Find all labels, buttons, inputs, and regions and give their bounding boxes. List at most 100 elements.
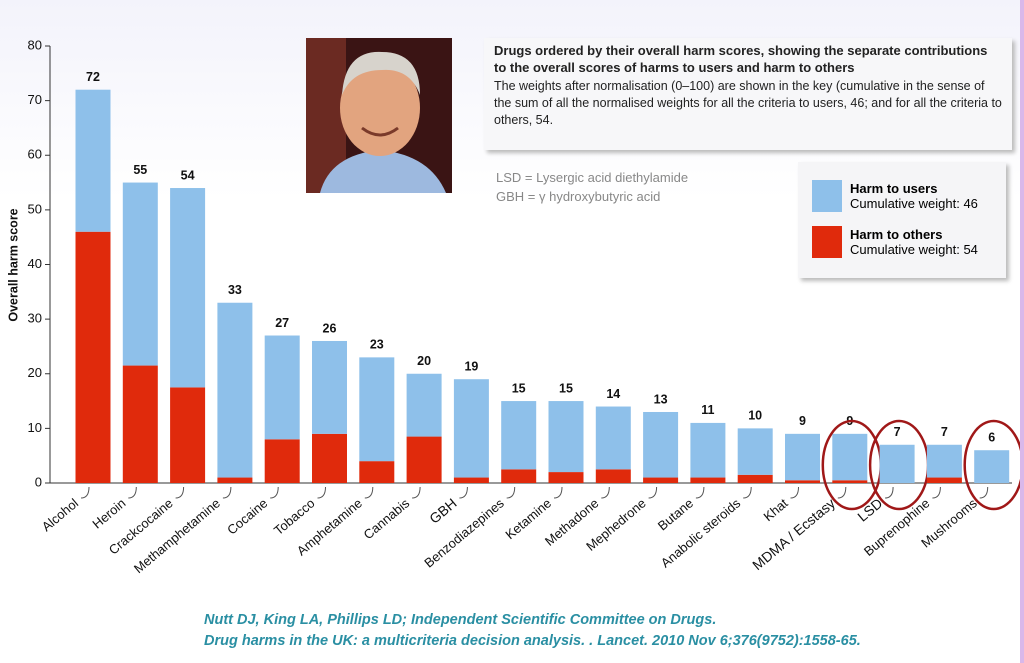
info-box: Drugs ordered by their overall harm scor…	[484, 38, 1012, 150]
y-tick-label: 70	[28, 92, 42, 107]
label-leader	[317, 486, 326, 499]
value-label: 15	[512, 381, 526, 395]
x-tick-label: Alcohol	[39, 495, 81, 534]
bar-segment	[359, 461, 395, 483]
label-leader	[553, 486, 563, 499]
value-label: 20	[417, 354, 431, 368]
legend-note: Cumulative weight: 54	[850, 242, 978, 257]
value-label: 26	[323, 321, 337, 335]
legend-swatch	[812, 180, 842, 212]
bar-segment	[926, 477, 962, 483]
label-leader	[837, 486, 847, 499]
citation-line: Nutt DJ, King LA, Phillips LD; Independe…	[204, 612, 717, 628]
bar-segment	[122, 182, 158, 366]
bar-segment	[75, 89, 111, 232]
bar-segment	[926, 444, 962, 478]
bar-segment	[595, 406, 631, 470]
bar-segment	[122, 365, 158, 483]
value-label: 23	[370, 338, 384, 352]
label-leader	[412, 486, 421, 499]
y-tick-label: 60	[28, 147, 42, 162]
legend-label: Harm to others	[850, 227, 943, 242]
citation-line: Drug harms in the UK: a multicriteria de…	[204, 633, 861, 649]
label-leader	[695, 486, 705, 499]
bar-segment	[217, 477, 253, 483]
value-label: 13	[654, 392, 668, 406]
bar-segment	[690, 422, 726, 478]
value-label: 72	[86, 70, 100, 84]
value-label: 10	[748, 409, 762, 423]
label-leader	[128, 486, 137, 499]
y-tick-label: 30	[28, 311, 42, 326]
label-leader	[80, 486, 90, 499]
bar-segment	[217, 302, 253, 478]
bar-segment	[501, 401, 537, 470]
x-tick-label: Khat	[761, 495, 791, 524]
label-leader	[222, 486, 232, 499]
bar-segment	[832, 480, 868, 483]
bar-segment	[548, 472, 584, 483]
label-leader	[270, 486, 279, 499]
y-tick-label: 80	[28, 37, 42, 52]
bar-segment	[974, 450, 1010, 483]
bar-segment	[643, 411, 679, 478]
edge	[1020, 0, 1024, 663]
value-label: 9	[799, 414, 806, 428]
value-label: 11	[701, 403, 714, 417]
label-leader	[601, 486, 610, 499]
value-label: 15	[559, 381, 573, 395]
bar-segment	[785, 480, 820, 483]
x-tick-label: MDMA / Ecstasy	[749, 495, 838, 573]
bar-segment	[879, 444, 915, 483]
bar-segment	[548, 401, 584, 473]
label-leader	[979, 486, 989, 499]
value-label: 6	[988, 431, 995, 445]
label-leader	[885, 486, 894, 499]
note: GBH = γ hydroxybutyric acid	[496, 189, 661, 204]
x-tick-label: Methamphetamine	[131, 495, 223, 576]
bar-segment	[264, 439, 300, 483]
value-label: 19	[464, 360, 478, 374]
label-leader	[932, 486, 941, 499]
note: LSD = Lysergic acid diethylamide	[496, 170, 689, 185]
x-tick-label: Butane	[655, 495, 696, 533]
label-leader	[790, 486, 799, 499]
info-title: Drugs ordered by their overall harm scor…	[494, 43, 988, 75]
value-label: 55	[133, 163, 147, 177]
bar-segment	[737, 474, 773, 483]
x-tick-label: Cocaine	[224, 495, 270, 537]
value-label: 7	[941, 425, 948, 439]
bar-segment	[170, 188, 206, 388]
value-label: 7	[894, 425, 901, 439]
label-leader	[743, 486, 752, 499]
photo	[306, 38, 452, 193]
y-tick-label: 10	[28, 420, 42, 435]
value-label: 27	[275, 316, 289, 330]
bar-segment	[737, 428, 773, 475]
y-tick-label: 50	[28, 201, 42, 216]
y-tick-label: 20	[28, 365, 42, 380]
info-text: The weights after normalisation (0–100) …	[494, 79, 1002, 127]
value-label: 33	[228, 283, 242, 297]
legend-note: Cumulative weight: 46	[850, 196, 978, 211]
bar-segment	[312, 340, 347, 434]
label-leader	[506, 486, 516, 499]
bar-segment	[170, 387, 206, 483]
legend-label: Harm to users	[850, 181, 938, 196]
bar-segment	[453, 477, 489, 483]
legend-item: Harm to users Cumulative weight: 46	[812, 180, 978, 212]
bar-segment	[75, 231, 111, 483]
bar-segment	[501, 469, 537, 483]
bar-segment	[359, 357, 395, 462]
bar-segment	[832, 433, 868, 481]
bar-segment	[453, 379, 489, 478]
x-tick-label: Anabolic steroids	[658, 495, 744, 570]
x-tick-label: Heroin	[89, 495, 128, 531]
y-axis-label: Overall harm score	[6, 208, 20, 321]
bar-segment	[643, 477, 679, 483]
bar-segment	[785, 433, 820, 481]
x-tick-label: Cannabis	[361, 495, 413, 542]
bar-segment	[406, 436, 442, 483]
